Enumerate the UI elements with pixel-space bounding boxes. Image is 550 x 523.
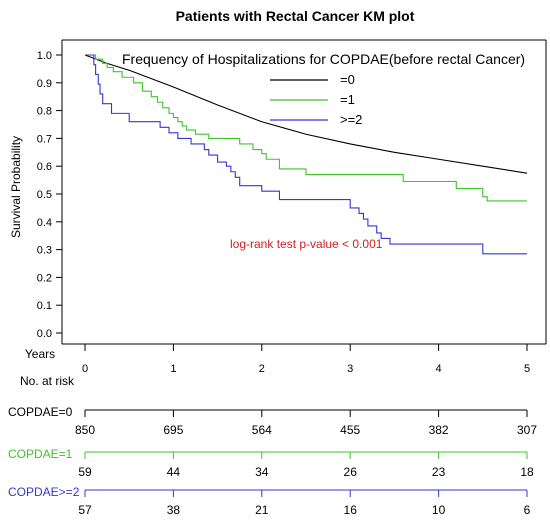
y-tick-label: 0.4 (37, 217, 52, 229)
x-axis: 0 1 2 3 4 5 (82, 344, 530, 375)
risk-count: 564 (252, 423, 272, 437)
y-axis-label: Survival Probability (9, 136, 23, 238)
x-tick-label: 1 (170, 363, 176, 375)
risk-count: 382 (429, 423, 449, 437)
risk-table-title: No. at risk (20, 374, 75, 388)
x-tick-label: 0 (82, 363, 88, 375)
risk-count: 695 (163, 423, 183, 437)
risk-count: 26 (344, 465, 358, 479)
y-tick-label: 0.2 (37, 272, 52, 284)
y-tick-label: 1.0 (37, 50, 52, 62)
risk-count: 10 (432, 503, 446, 517)
y-tick-label: 0.7 (37, 133, 52, 145)
risk-count: 38 (167, 503, 181, 517)
risk-count: 57 (78, 503, 92, 517)
survival-curves (84, 54, 528, 255)
survival-curve-series-3 (85, 54, 527, 255)
risk-count: 18 (520, 465, 534, 479)
y-tick-label: 0.8 (37, 106, 52, 118)
legend-title: Frequency of Hospitalizations for COPDAE… (122, 51, 525, 67)
y-tick-label: 0.5 (37, 189, 52, 201)
risk-row-label: COPDAE=1 (8, 447, 73, 461)
risk-row-label: COPDAE>=2 (8, 485, 80, 499)
plot-area (61, 39, 547, 345)
risk-count: 59 (78, 465, 92, 479)
legend: Frequency of Hospitalizations for COPDAE… (122, 51, 525, 127)
risk-count: 34 (255, 465, 269, 479)
y-tick-label: 0.1 (37, 300, 52, 312)
x-tick-label: 2 (259, 363, 265, 375)
y-tick-label: 0.3 (37, 245, 52, 257)
legend-label: =1 (340, 92, 355, 107)
risk-count: 850 (75, 423, 95, 437)
x-tick-label: 4 (436, 363, 442, 375)
survival-curve-series-1 (84, 54, 528, 174)
risk-count: 6 (524, 503, 531, 517)
risk-count: 16 (344, 503, 358, 517)
x-tick-label: 5 (524, 363, 530, 375)
x-axis-label: Years (25, 347, 55, 361)
x-tick-label: 3 (347, 363, 353, 375)
risk-count: 21 (255, 503, 269, 517)
legend-label: =0 (340, 72, 355, 87)
survival-curve-series-2 (85, 54, 527, 202)
y-axis: 0.0 0.1 0.2 0.3 0.4 0.5 0.6 0.7 0.8 0.9 1.0 (37, 50, 62, 340)
risk-count: 455 (340, 423, 360, 437)
chart-title: Patients with Rectal Cancer KM plot (176, 8, 415, 24)
logrank-annotation: log-rank test p-value < 0.001 (230, 237, 383, 251)
legend-items: =0 =1 >=2 (270, 72, 362, 127)
risk-count: 44 (167, 465, 181, 479)
legend-label: >=2 (340, 112, 362, 127)
y-tick-label: 0.9 (37, 78, 52, 90)
risk-count: 307 (517, 423, 537, 437)
risk-count: 23 (432, 465, 446, 479)
y-tick-label: 0.0 (37, 328, 52, 340)
y-tick-label: 0.6 (37, 161, 52, 173)
risk-row-label: COPDAE=0 (8, 405, 73, 419)
